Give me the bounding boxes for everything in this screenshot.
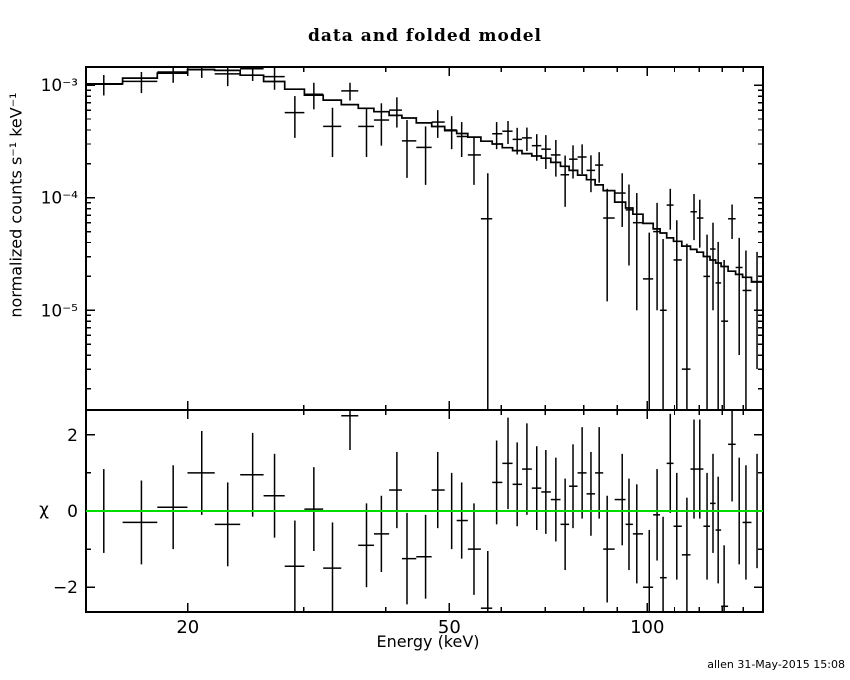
- svg-text:20: 20: [176, 617, 199, 638]
- svg-text:2: 2: [67, 426, 78, 446]
- svg-text:−2: −2: [53, 578, 78, 598]
- y-axis-label-chi: χ: [39, 500, 49, 520]
- panel-borders: [85, 66, 764, 613]
- svg-text:0: 0: [67, 502, 78, 522]
- tick-labels: 20 50 100 10⁻³ 10⁻⁴ 10⁻⁵ −2 0 2: [41, 76, 665, 638]
- timestamp-signature: allen 31-May-2015 15:08: [707, 658, 845, 671]
- svg-text:10⁻⁵: 10⁻⁵: [41, 301, 78, 321]
- svg-text:100: 100: [630, 617, 664, 638]
- residual-points: [86, 410, 763, 612]
- data-points: [86, 66, 763, 410]
- axis-ticks: [86, 67, 764, 612]
- svg-text:10⁻⁴: 10⁻⁴: [41, 189, 79, 209]
- svg-text:10⁻³: 10⁻³: [41, 76, 78, 96]
- plot-title: data and folded model: [308, 26, 542, 46]
- svg-text:50: 50: [438, 617, 461, 638]
- x-axis-label-energy: Energy (keV): [376, 632, 480, 651]
- model-step-line: [86, 68, 763, 283]
